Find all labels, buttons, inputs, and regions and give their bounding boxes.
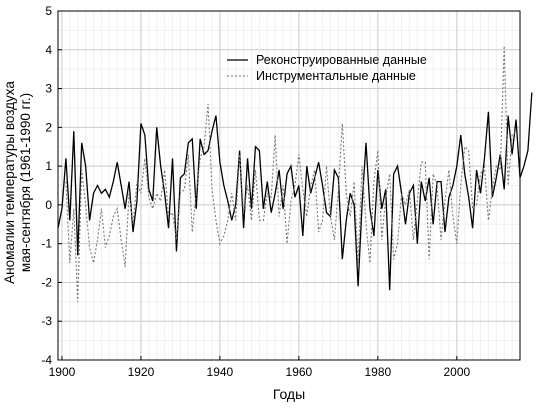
y-tick-label: -2 — [41, 275, 52, 289]
plot-area-frame — [57, 10, 521, 361]
x-axis-label: Годы — [273, 386, 305, 402]
y-tick-label: 0 — [45, 198, 52, 212]
x-tick-label: 1920 — [128, 365, 155, 379]
x-tick-label: 2000 — [443, 365, 470, 379]
grid-lines — [58, 10, 521, 361]
x-tick-label: 1900 — [49, 365, 76, 379]
axis-ticks: 1900 1920 1940 1960 1980 2000 -4 -3 -2 -1 0 1 2 3 4 5 — [41, 4, 470, 379]
y-tick-label: 4 — [45, 43, 52, 57]
y-tick-label: -4 — [41, 353, 52, 367]
legend-label-instrumental: Инструментальные данные — [256, 69, 416, 83]
x-tick-label: 1940 — [207, 365, 234, 379]
y-tick-label: 2 — [45, 120, 52, 134]
y-axis-label-line-2: мая-сентября (1961-1990 гг.) — [18, 93, 33, 272]
series-instrumental-line — [65, 45, 517, 302]
y-tick-label: 5 — [45, 4, 52, 18]
y-tick-label: -1 — [41, 237, 52, 251]
legend: Реконструированные данные Инструментальн… — [227, 53, 427, 83]
y-tick-label: 1 — [45, 159, 52, 173]
y-axis-label-line-1: Аномалии температуры воздуха — [2, 81, 17, 284]
x-tick-label: 1960 — [286, 365, 313, 379]
legend-label-reconstructed: Реконструированные данные — [256, 53, 427, 67]
y-tick-label: 3 — [45, 82, 52, 96]
y-axis-label: Аномалии температуры воздуха мая-сентябр… — [2, 81, 33, 284]
series-reconstructed-line — [57, 92, 533, 291]
series-lines — [57, 45, 533, 302]
y-tick-label: -3 — [41, 314, 52, 328]
x-tick-label: 1980 — [364, 365, 391, 379]
